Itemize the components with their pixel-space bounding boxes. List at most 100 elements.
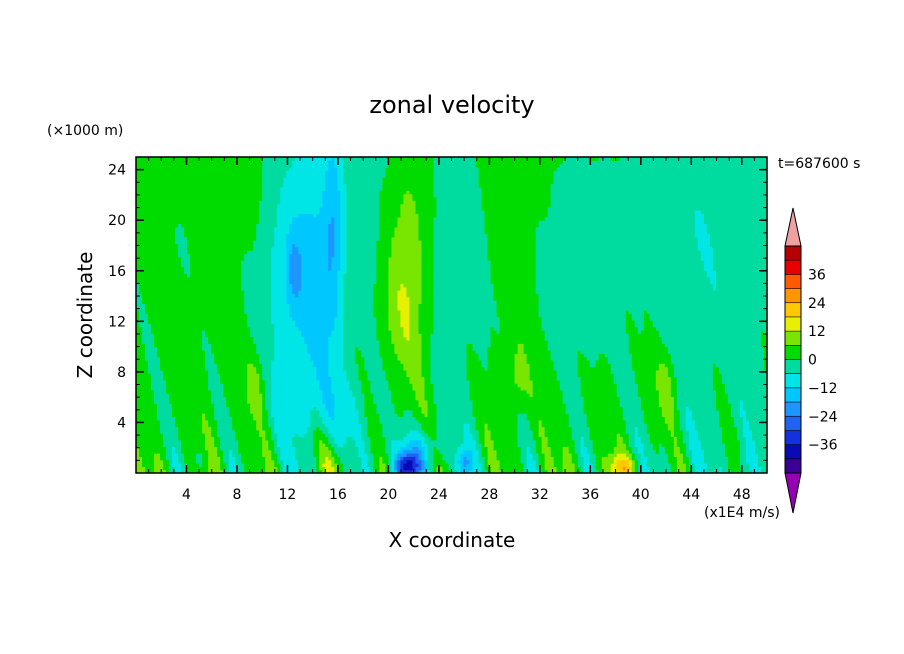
field-cell xyxy=(601,463,612,467)
field-cell xyxy=(340,256,347,261)
field-cell xyxy=(223,449,230,454)
field-cell xyxy=(223,383,248,388)
field-cell xyxy=(136,203,260,208)
field-cell xyxy=(670,433,675,438)
field-cell xyxy=(220,436,236,441)
field-cell xyxy=(289,276,302,281)
field-cell xyxy=(175,230,185,235)
field-cell xyxy=(247,373,260,378)
field-cell xyxy=(367,453,374,457)
field-cell xyxy=(673,366,714,371)
colorbar-tick-label: 12 xyxy=(808,324,826,340)
field-cell xyxy=(697,240,711,245)
field-cell xyxy=(751,436,767,441)
field-cell xyxy=(337,273,344,278)
y-tick-label: 12 xyxy=(108,314,126,330)
field-cell xyxy=(496,453,522,457)
colorbar-bin xyxy=(785,416,801,431)
field-cell xyxy=(628,433,636,438)
field-cell xyxy=(373,313,389,318)
field-cell xyxy=(142,339,155,344)
field-cell xyxy=(754,446,767,451)
field-cell xyxy=(361,379,371,384)
field-cell xyxy=(640,403,660,408)
field-cell xyxy=(262,163,293,168)
field-cell xyxy=(382,456,389,461)
field-cell xyxy=(547,343,630,348)
field-cell xyxy=(262,170,287,175)
field-cell xyxy=(376,253,392,258)
field-cell xyxy=(577,363,591,368)
field-cell xyxy=(403,413,414,418)
field-cell xyxy=(418,419,438,424)
field-cell xyxy=(472,409,567,414)
field-cell xyxy=(697,236,711,241)
field-cell xyxy=(523,346,549,351)
field-cell xyxy=(535,236,699,241)
field-cell xyxy=(214,409,230,414)
field-cell xyxy=(256,343,275,348)
field-cell xyxy=(364,359,383,364)
field-cell xyxy=(337,453,359,457)
field-cell xyxy=(433,273,492,278)
field-cell xyxy=(640,456,648,461)
field-cell xyxy=(169,469,176,473)
field-cell xyxy=(544,456,555,461)
field-cell xyxy=(337,186,347,191)
field-cell xyxy=(496,300,540,304)
field-cell xyxy=(517,429,534,434)
field-cell xyxy=(145,356,161,361)
field-cell xyxy=(367,459,374,464)
field-cell xyxy=(493,283,537,288)
field-cell xyxy=(292,163,329,168)
field-cell xyxy=(346,376,359,381)
field-cell xyxy=(277,466,281,471)
field-cell xyxy=(337,300,344,304)
field-cell xyxy=(688,456,693,461)
field-cell xyxy=(643,310,648,314)
field-cell xyxy=(271,310,290,314)
field-cell xyxy=(532,386,561,391)
field-cell xyxy=(256,236,275,241)
field-cell xyxy=(490,469,504,473)
field-cell xyxy=(337,293,344,298)
field-cell xyxy=(142,326,152,331)
field-cell xyxy=(364,399,374,404)
field-cell xyxy=(730,409,741,414)
field-cell xyxy=(334,399,356,404)
field-cell xyxy=(673,453,684,457)
field-cell xyxy=(568,419,588,424)
field-cell xyxy=(397,469,402,473)
field-cell xyxy=(670,383,678,388)
field-cell xyxy=(760,466,767,471)
field-cell xyxy=(190,270,242,275)
field-cell xyxy=(631,466,636,471)
colorbar-bin xyxy=(785,430,801,445)
field-cell xyxy=(328,349,344,354)
field-cell xyxy=(373,290,389,294)
field-cell xyxy=(526,459,537,464)
field-cell xyxy=(271,453,278,457)
field-cell xyxy=(526,389,534,394)
field-cell xyxy=(538,429,546,434)
field-cell xyxy=(556,466,564,471)
field-cell xyxy=(403,466,414,471)
field-cell xyxy=(415,210,438,215)
field-cell xyxy=(433,157,477,161)
field-cell xyxy=(286,270,290,275)
field-cell xyxy=(361,426,368,431)
field-cell xyxy=(667,453,675,457)
field-cell xyxy=(487,366,516,371)
field-cell xyxy=(175,419,203,424)
field-cell xyxy=(562,160,767,165)
field-cell xyxy=(397,459,402,464)
y-tick-label: 24 xyxy=(108,163,126,179)
field-cell xyxy=(544,453,552,457)
field-cell xyxy=(514,379,534,384)
field-cell xyxy=(349,386,362,391)
field-cell xyxy=(160,419,176,424)
field-cell xyxy=(145,303,245,308)
field-cell xyxy=(163,466,170,471)
field-cell xyxy=(277,206,320,211)
field-cell xyxy=(346,193,380,198)
